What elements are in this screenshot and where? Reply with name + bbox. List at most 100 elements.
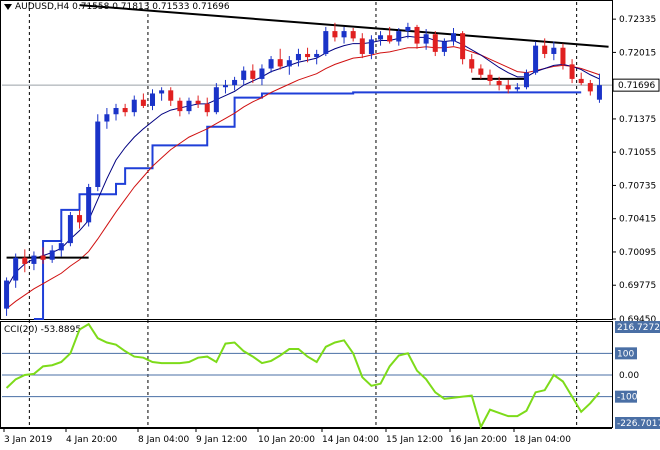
cci-name: CCI(20) bbox=[4, 325, 38, 335]
candle-body bbox=[131, 99, 137, 113]
candle-body bbox=[113, 108, 119, 115]
candle-body bbox=[487, 74, 493, 81]
support-step-line bbox=[33, 91, 582, 320]
candle-body bbox=[77, 215, 83, 223]
cci-header: CCI(20) -53.8895 bbox=[4, 325, 81, 335]
candle-body bbox=[58, 243, 64, 251]
dropdown-triangle-icon[interactable] bbox=[4, 3, 12, 10]
candle-body bbox=[450, 33, 457, 42]
candle-body bbox=[22, 257, 28, 264]
candle-body bbox=[551, 47, 557, 54]
candle-body bbox=[514, 87, 520, 90]
time-tick-label: 4 Jan 20:00 bbox=[66, 435, 118, 445]
candle-body bbox=[505, 85, 511, 90]
candle-body bbox=[149, 93, 156, 106]
price-tick-label: 0.71055 bbox=[619, 148, 656, 158]
price-tick-label: 0.72335 bbox=[619, 15, 656, 25]
ohlc-values: 0.71558 0.71813 0.71533 0.71696 bbox=[72, 2, 230, 12]
candle-body bbox=[86, 187, 92, 223]
candle-body bbox=[569, 64, 575, 79]
candle-body bbox=[159, 90, 165, 94]
time-tick-label: 9 Jan 12:00 bbox=[196, 435, 248, 445]
candle-body bbox=[423, 34, 429, 44]
time-tick-label: 8 Jan 04:00 bbox=[138, 435, 190, 445]
candle-body bbox=[104, 114, 110, 122]
candle-body bbox=[241, 70, 247, 80]
price-tick-label: 0.69450 bbox=[619, 315, 656, 325]
candle-body bbox=[496, 80, 502, 86]
candle-body bbox=[341, 31, 347, 38]
candle-body bbox=[378, 35, 384, 40]
candle-body bbox=[578, 78, 584, 84]
time-tick-label: 14 Jan 04:00 bbox=[322, 435, 379, 445]
candle-body bbox=[596, 85, 602, 100]
cci-value: -53.8895 bbox=[40, 325, 82, 335]
resistance-trendline bbox=[79, 4, 609, 48]
candle-body bbox=[232, 79, 238, 86]
cci-extreme-tag bbox=[615, 321, 660, 333]
cci-extreme-label: -226.7017 bbox=[617, 419, 660, 429]
time-tick-label: 3 Jan 2019 bbox=[4, 435, 52, 445]
candle-body bbox=[305, 53, 311, 58]
cci-level-label: -100 bbox=[617, 393, 638, 403]
candle-body bbox=[587, 83, 593, 92]
candle-body bbox=[168, 90, 174, 101]
current-price-tag bbox=[612, 78, 660, 92]
candle-body bbox=[122, 108, 128, 113]
candle-body bbox=[323, 31, 329, 54]
candle-body bbox=[67, 215, 73, 244]
candle-body bbox=[277, 59, 283, 67]
ma-fast-line bbox=[6, 35, 600, 289]
candle-body bbox=[259, 68, 265, 79]
candle-body bbox=[177, 100, 183, 112]
symbol-label: AUDUSD,H4 bbox=[15, 2, 70, 12]
candle-body bbox=[13, 257, 19, 281]
candle-body bbox=[31, 255, 37, 264]
cci-panel-frame bbox=[0, 321, 613, 428]
candle-body bbox=[95, 121, 101, 188]
candle-body bbox=[405, 26, 411, 32]
candle-body bbox=[432, 34, 438, 52]
ma-slow-line bbox=[6, 46, 600, 309]
cci-level-label: 100 bbox=[617, 349, 634, 359]
candle-body bbox=[140, 99, 146, 106]
cci-level-label: 0.00 bbox=[619, 371, 639, 381]
time-tick-label: 18 Jan 04:00 bbox=[514, 435, 571, 445]
main-panel-frame bbox=[0, 0, 613, 320]
price-tick-label: 0.71375 bbox=[619, 115, 656, 125]
candle-body bbox=[40, 255, 46, 260]
time-tick-label: 10 Jan 20:00 bbox=[258, 435, 315, 445]
candle-body bbox=[359, 38, 365, 54]
candle-body bbox=[222, 85, 228, 88]
candle-body bbox=[542, 45, 548, 54]
candle-body bbox=[523, 72, 529, 88]
candle-body bbox=[295, 53, 301, 61]
cci-extreme-label: 216.7272 bbox=[617, 323, 660, 333]
candle-body bbox=[368, 39, 374, 54]
candle-body bbox=[186, 100, 192, 112]
candle-body bbox=[414, 26, 420, 44]
candle-body bbox=[286, 60, 292, 67]
price-tick-label: 0.70735 bbox=[619, 181, 656, 191]
candle-body bbox=[314, 53, 320, 58]
time-tick-label: 16 Jan 20:00 bbox=[450, 435, 507, 445]
candle-body bbox=[4, 280, 10, 309]
candle-body bbox=[213, 87, 219, 113]
price-tick-label: 0.70415 bbox=[619, 215, 656, 225]
cci-level-tag bbox=[615, 390, 637, 403]
candle-body bbox=[350, 31, 356, 39]
candle-body bbox=[478, 68, 484, 75]
price-tick-label: 0.70095 bbox=[619, 248, 656, 258]
candle-body bbox=[332, 31, 338, 38]
candle-body bbox=[560, 47, 566, 65]
candle-body bbox=[460, 33, 466, 60]
cci-extreme-tag bbox=[615, 417, 660, 429]
candle-body bbox=[387, 35, 393, 42]
candle-body bbox=[195, 100, 201, 104]
candle-body bbox=[441, 41, 447, 52]
chart-header: AUDUSD,H4 0.71558 0.71813 0.71533 0.7169… bbox=[4, 2, 230, 12]
candle-body bbox=[396, 31, 402, 42]
cci-level-tag bbox=[615, 347, 637, 360]
candle-body bbox=[250, 70, 256, 79]
